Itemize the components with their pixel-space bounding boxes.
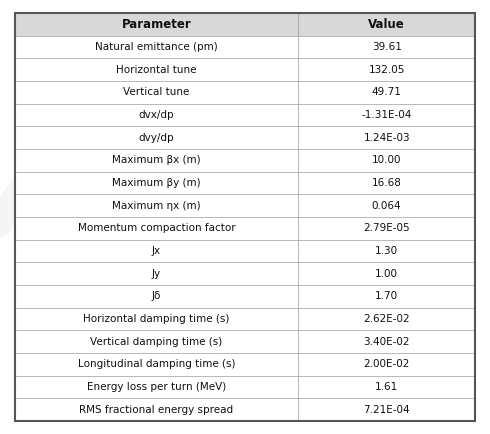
Bar (298, 285, 475, 308)
Text: 2.00E-02: 2.00E-02 (364, 359, 410, 369)
Text: 0.064: 0.064 (372, 201, 401, 210)
Text: 1.70: 1.70 (375, 291, 398, 301)
Text: Jy: Jy (152, 269, 161, 279)
Text: Jx: Jx (152, 246, 161, 256)
Bar (15, 13, 298, 36)
Text: Vertical damping time (s): Vertical damping time (s) (90, 337, 222, 347)
Text: 1.24E-03: 1.24E-03 (363, 133, 410, 143)
Bar (15, 172, 298, 194)
Bar (298, 36, 475, 58)
Bar (15, 285, 298, 308)
Bar (298, 81, 475, 104)
Bar (15, 104, 298, 126)
Text: 1.00: 1.00 (375, 269, 398, 279)
Bar (298, 353, 475, 376)
Text: 16.68: 16.68 (372, 178, 402, 188)
Bar (15, 217, 298, 240)
Bar (15, 126, 298, 149)
Text: 132.05: 132.05 (368, 65, 405, 75)
Text: Value: Value (368, 18, 405, 31)
Bar (15, 194, 298, 217)
Bar (298, 58, 475, 81)
Text: Maximum βy (m): Maximum βy (m) (112, 178, 200, 188)
Bar (298, 398, 475, 421)
Text: 2.62E-02: 2.62E-02 (363, 314, 410, 324)
Bar (298, 330, 475, 353)
Bar (298, 240, 475, 262)
Bar (15, 149, 298, 172)
Bar (298, 13, 475, 36)
Text: Longitudinal damping time (s): Longitudinal damping time (s) (77, 359, 235, 369)
Bar (298, 126, 475, 149)
Text: Energy loss per turn (MeV): Energy loss per turn (MeV) (87, 382, 226, 392)
Text: 3.40E-02: 3.40E-02 (364, 337, 410, 347)
Bar (298, 262, 475, 285)
Text: RMS fractional energy spread: RMS fractional energy spread (79, 404, 233, 414)
Bar (298, 194, 475, 217)
Bar (15, 262, 298, 285)
Text: 1.61: 1.61 (375, 382, 398, 392)
Text: Parameter: Parameter (122, 18, 191, 31)
Text: Maximum βx (m): Maximum βx (m) (112, 155, 200, 165)
Bar (15, 330, 298, 353)
Bar (15, 81, 298, 104)
Text: Momentum compaction factor: Momentum compaction factor (77, 224, 235, 233)
Bar (298, 149, 475, 172)
Text: Jδ: Jδ (151, 291, 161, 301)
Bar (15, 58, 298, 81)
Text: -1.31E-04: -1.31E-04 (362, 110, 412, 120)
Text: Horizontal damping time (s): Horizontal damping time (s) (83, 314, 229, 324)
Bar (15, 398, 298, 421)
Text: Vertical tune: Vertical tune (123, 87, 190, 97)
Text: 39.61: 39.61 (372, 42, 402, 52)
Bar (15, 308, 298, 330)
Bar (298, 104, 475, 126)
Bar (15, 36, 298, 58)
Bar (15, 353, 298, 376)
Text: 10.00: 10.00 (372, 155, 401, 165)
Text: 7.21E-04: 7.21E-04 (363, 404, 410, 414)
Bar (298, 376, 475, 398)
Text: 1.30: 1.30 (375, 246, 398, 256)
Bar (15, 240, 298, 262)
Bar (298, 172, 475, 194)
Bar (15, 376, 298, 398)
Text: dvx/dp: dvx/dp (139, 110, 174, 120)
Text: Maximum ηx (m): Maximum ηx (m) (112, 201, 200, 210)
Text: dvy/dp: dvy/dp (139, 133, 174, 143)
Bar (298, 217, 475, 240)
Text: Horizontal tune: Horizontal tune (116, 65, 196, 75)
Text: 49.71: 49.71 (372, 87, 402, 97)
Text: 2.79E-05: 2.79E-05 (363, 224, 410, 233)
Text: Natural emittance (pm): Natural emittance (pm) (95, 42, 218, 52)
Bar (298, 308, 475, 330)
